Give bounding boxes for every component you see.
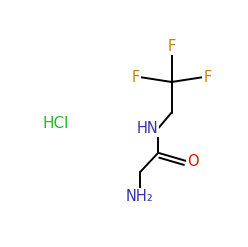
Text: F: F	[132, 70, 140, 85]
Text: NH₂: NH₂	[126, 189, 154, 204]
Text: O: O	[187, 154, 199, 169]
Text: F: F	[167, 39, 176, 54]
Text: F: F	[203, 70, 212, 85]
Text: HN: HN	[136, 121, 158, 136]
Text: HCl: HCl	[42, 116, 69, 131]
